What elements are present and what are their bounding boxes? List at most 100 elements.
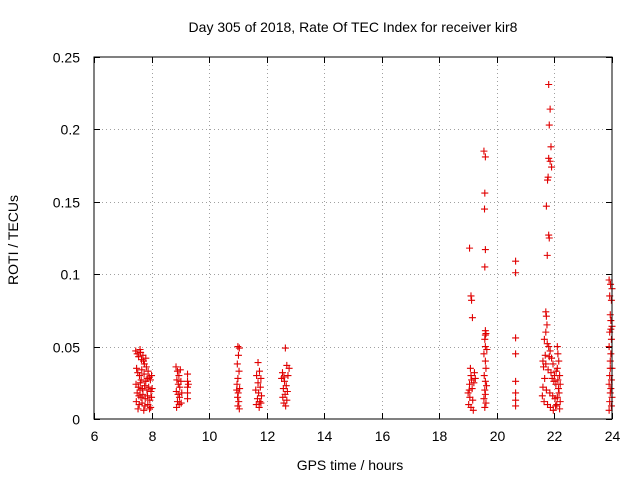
data-point [540,398,548,406]
data-point [607,317,615,325]
data-point [543,321,551,329]
data-point [543,251,551,259]
data-point [466,364,474,372]
data-point [552,402,560,410]
data-point [175,372,183,380]
data-point [134,383,142,391]
data-point [136,345,144,353]
data-point [481,403,489,411]
data-point [256,383,264,391]
data-point [480,395,488,403]
data-point [144,392,152,400]
data-point [467,292,475,300]
data-point [234,351,242,359]
data-point [545,234,553,242]
data-point [132,347,140,355]
data-point [278,369,286,377]
data-point [234,374,242,382]
data-point [554,376,562,384]
data-point [606,357,614,365]
y-tick-label: 0.25 [53,50,80,66]
data-point [545,154,553,162]
x-tick-label: 24 [605,428,621,444]
data-point [480,350,488,358]
data-point [553,393,561,401]
data-point [140,370,148,378]
data-point [471,374,479,382]
data-point [146,396,154,404]
data-point [143,374,151,382]
data-point [257,399,265,407]
data-point [556,380,564,388]
data-point [254,379,262,387]
x-tick-label: 18 [432,428,448,444]
data-point [607,385,615,393]
data-point [512,257,520,265]
data-point [172,363,180,371]
data-point [146,405,154,413]
data-point [543,340,551,348]
data-point [148,385,156,393]
data-point [538,392,546,400]
data-point [148,393,156,401]
data-point [136,379,144,387]
data-point [481,246,489,254]
data-point [482,364,490,372]
data-point [481,377,489,385]
data-point [553,364,561,372]
data-point [144,367,152,375]
data-point [184,395,192,403]
data-point [545,81,553,89]
data-point [556,398,564,406]
data-point [542,360,550,368]
data-point [607,296,615,304]
data-point [172,387,180,395]
data-point [233,360,241,368]
data-point [468,314,476,322]
data-point [605,406,613,414]
data-point [176,366,184,374]
data-point [255,367,263,375]
data-point [605,380,613,388]
x-tick-label: 20 [490,428,506,444]
x-tick-label: 16 [375,428,391,444]
data-point [546,347,554,355]
data-point [545,343,553,351]
data-point [285,364,293,372]
data-point [542,386,550,394]
data-point [234,389,242,397]
data-point [480,147,488,155]
data-point [481,390,489,398]
data-point [480,372,488,380]
data-point [280,399,288,407]
data-point [284,372,292,380]
data-point [184,370,192,378]
data-point [555,357,563,365]
y-tick-label: 0 [72,412,80,428]
data-point [547,143,555,151]
data-point [173,398,181,406]
data-point [134,405,142,413]
data-point [542,312,550,320]
data-point [512,334,520,342]
y-tick-label: 0.2 [61,122,81,138]
data-point [234,393,242,401]
data-point [481,335,489,343]
data-point [174,390,182,398]
x-axis-label: GPS time / hours [297,457,404,473]
data-point [133,350,141,358]
y-axis-label: ROTI / TECUs [5,195,21,285]
points-layer [132,81,616,414]
data-point [481,386,489,394]
x-tick-label: 8 [149,428,157,444]
data-point [253,372,261,380]
data-point [147,403,155,411]
data-point [254,359,262,367]
y-tick-label: 0.05 [53,340,80,356]
data-point [173,376,181,384]
data-point [549,360,557,368]
data-point [512,377,520,385]
